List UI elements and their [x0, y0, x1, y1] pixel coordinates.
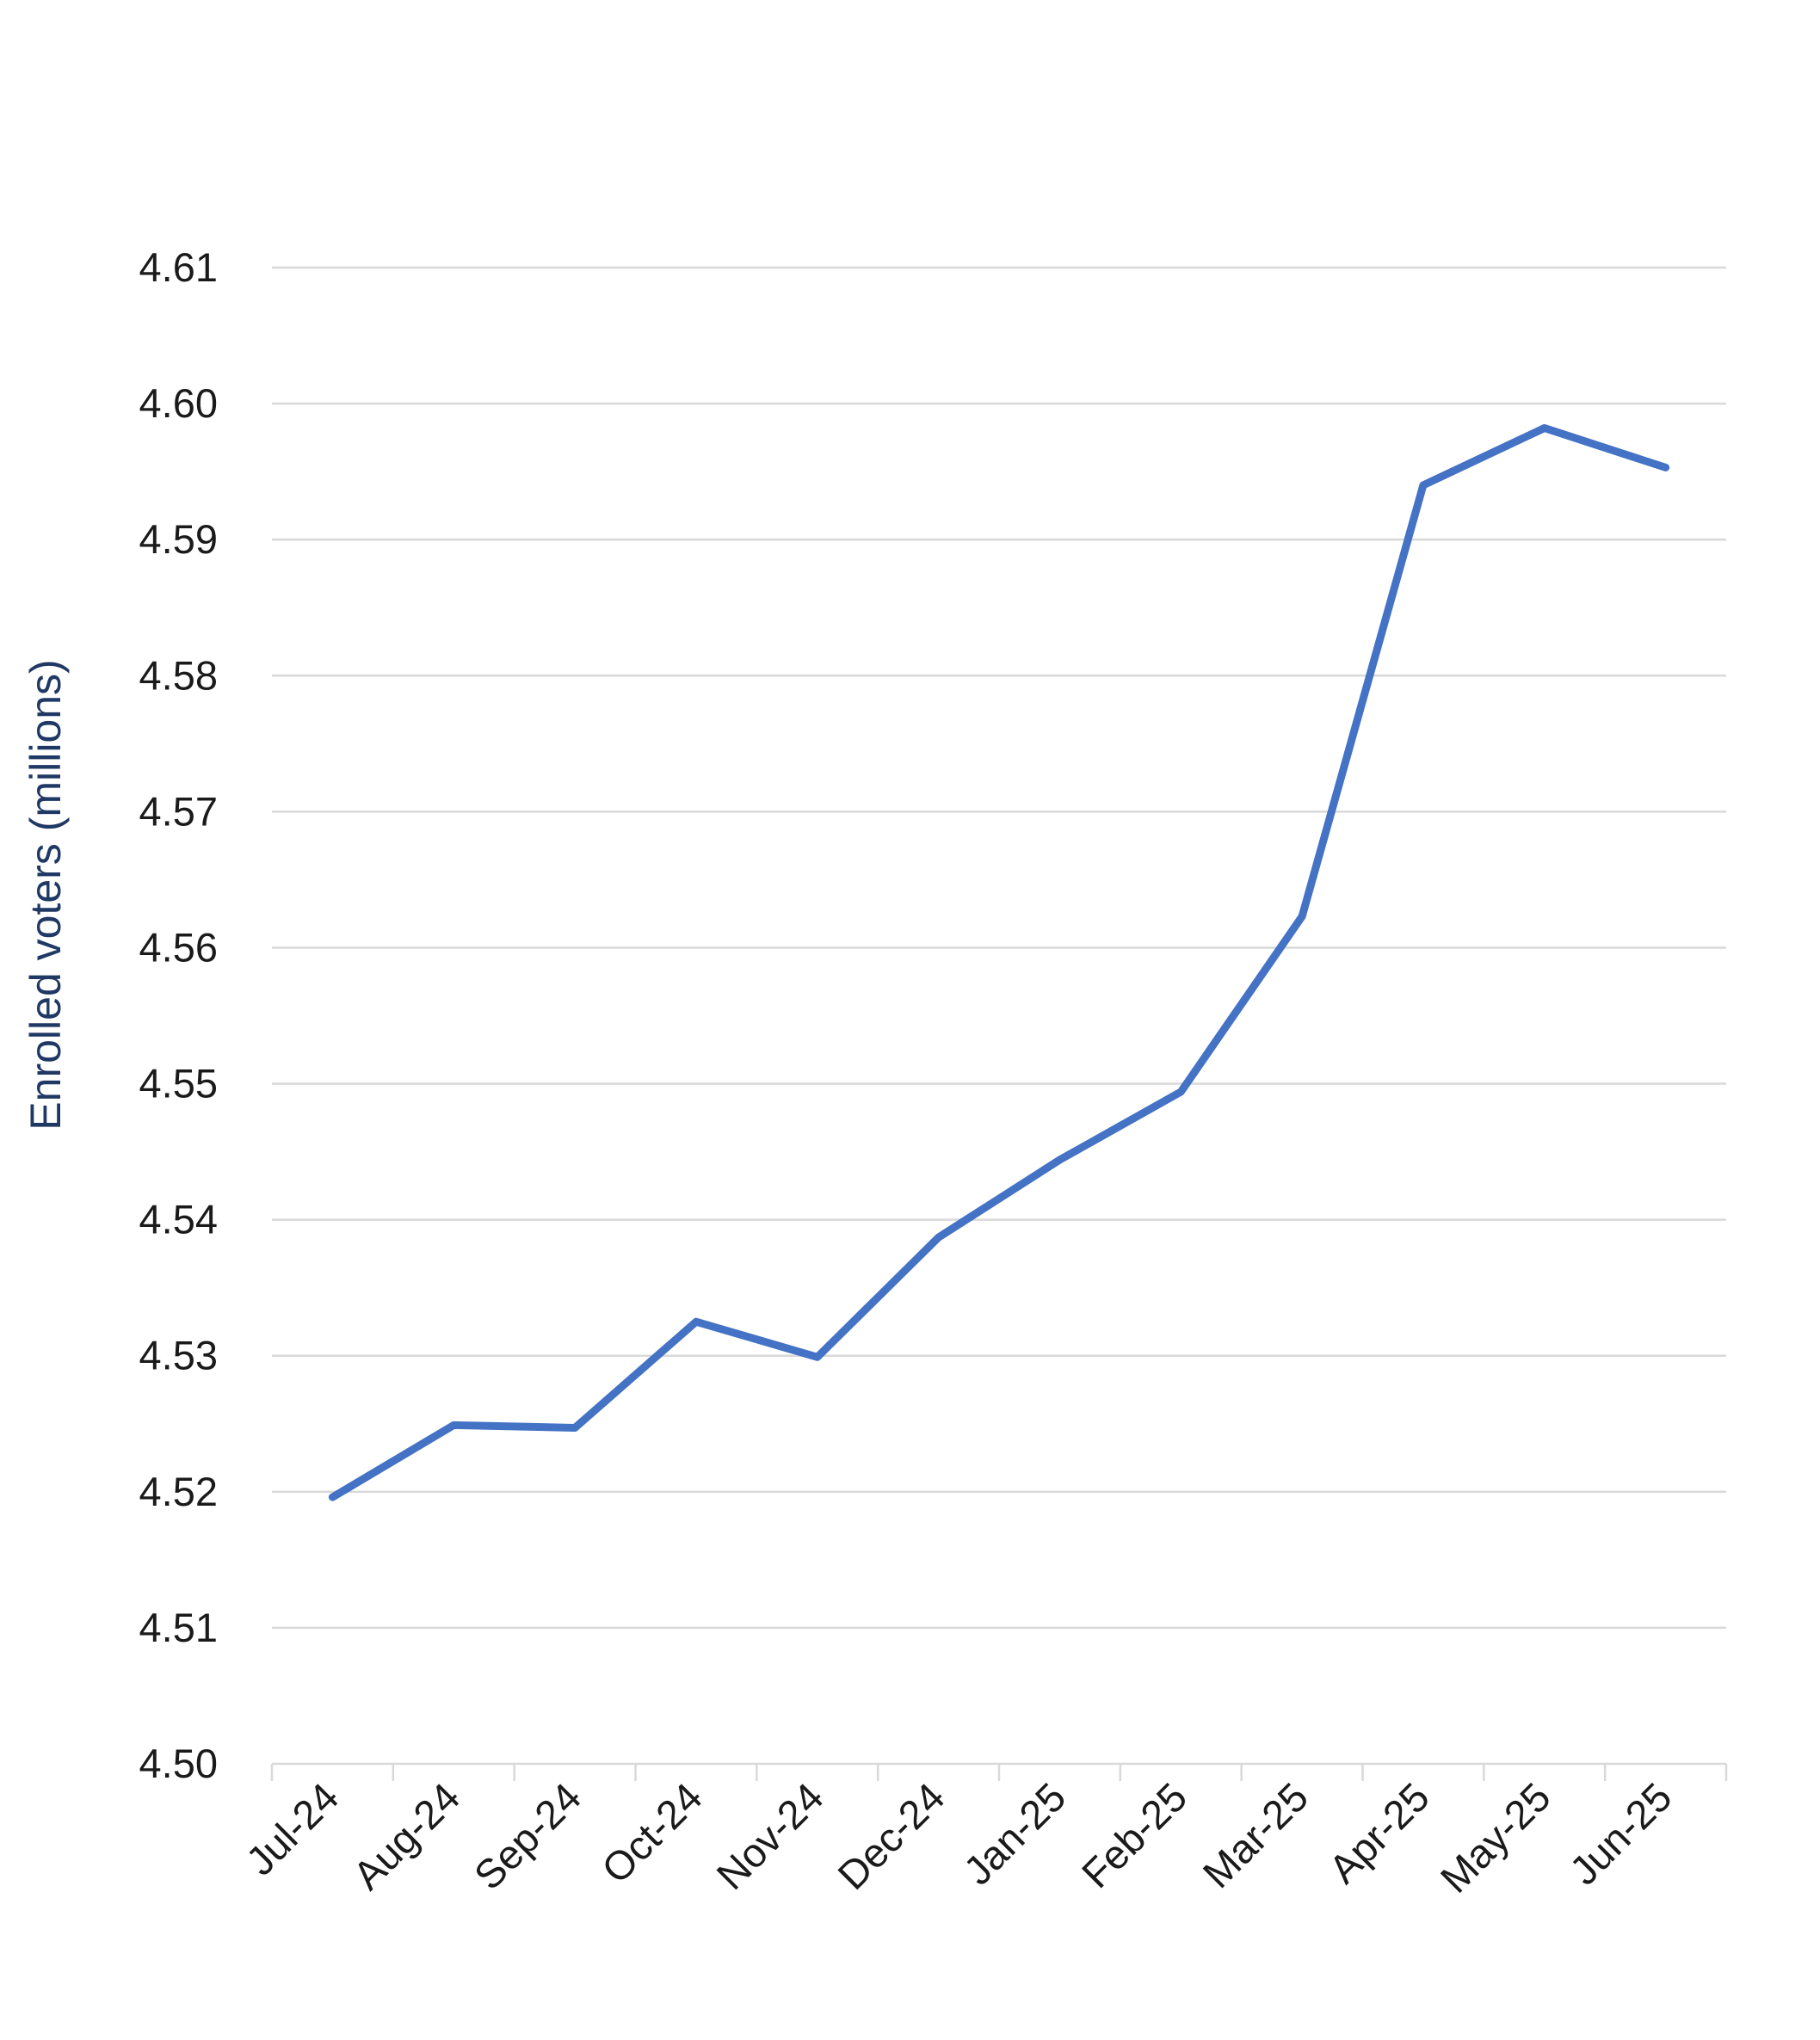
y-tick-label: 4.61 [139, 244, 218, 290]
x-tick-label: Nov-24 [707, 1774, 832, 1899]
x-tick-label: Jun-25 [1561, 1774, 1681, 1894]
y-tick-label: 4.58 [139, 652, 218, 698]
data-point [574, 1427, 576, 1429]
x-tick-label: Apr-25 [1320, 1774, 1438, 1892]
data-point [1301, 915, 1303, 917]
series-line [328, 424, 1670, 1501]
x-tick-label: Mar-25 [1194, 1774, 1317, 1897]
y-tick-label: 4.54 [139, 1197, 218, 1242]
y-tick-label: 4.57 [139, 788, 218, 834]
data-point [695, 1321, 697, 1322]
x-tick-label: Jan-25 [954, 1774, 1074, 1894]
y-tick-label: 4.50 [139, 1741, 218, 1786]
x-tick-label: Dec-24 [829, 1774, 953, 1899]
y-axis-tick-labels: 4.50 4.51 4.52 4.53 4.54 4.55 4.56 4.57 4.58 4.59… [139, 244, 218, 1786]
y-tick-label: 4.51 [139, 1605, 218, 1650]
y-tick-label: 4.52 [139, 1469, 218, 1514]
data-point [817, 1356, 818, 1358]
data-point [1058, 1159, 1060, 1161]
data-point [453, 1424, 454, 1426]
data-point [1422, 484, 1424, 486]
data-point [1544, 428, 1545, 429]
x-axis [270, 1764, 1728, 1781]
x-tick-label: Oct-24 [593, 1774, 711, 1892]
x-tick-label: May-25 [1432, 1774, 1559, 1901]
y-tick-label: 4.53 [139, 1333, 218, 1378]
data-point [1180, 1091, 1181, 1093]
data-point [938, 1236, 940, 1238]
x-tick-label: Aug-24 [344, 1774, 469, 1899]
y-tick-label: 4.60 [139, 380, 218, 426]
x-tick-label: Sep-24 [466, 1774, 590, 1899]
y-tick-label: 4.56 [139, 924, 218, 970]
x-tick-label: Feb-25 [1073, 1774, 1196, 1897]
x-tick-label: Jul-24 [237, 1774, 347, 1884]
y-tick-label: 4.59 [139, 516, 218, 562]
y-tick-label: 4.55 [139, 1061, 218, 1106]
series-layer [328, 424, 1670, 1501]
y-axis-title: Enrolled voters (millions) [22, 659, 70, 1130]
data-point [331, 1496, 333, 1498]
gridlines [272, 266, 1726, 1766]
data-point [1665, 466, 1667, 468]
